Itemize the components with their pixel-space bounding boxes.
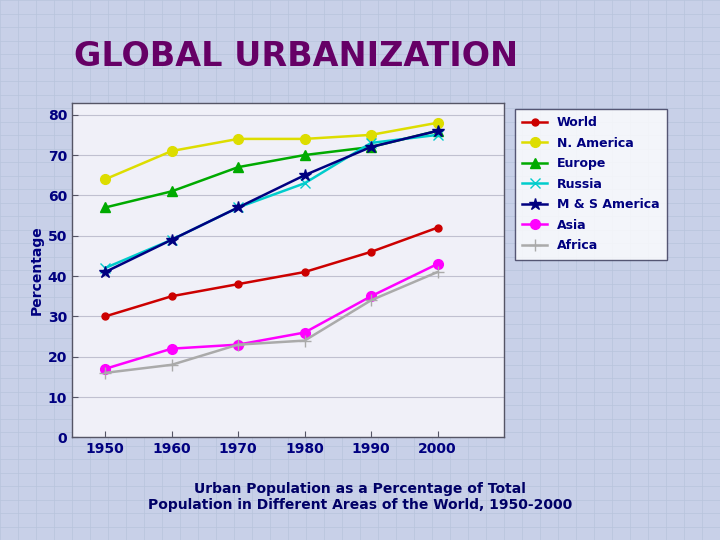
Line: World: World (102, 224, 441, 320)
Line: Russia: Russia (100, 130, 442, 273)
Line: Europe: Europe (100, 126, 442, 212)
Line: M & S America: M & S America (99, 125, 444, 278)
M & S America (366, 144, 375, 150)
Europe (300, 152, 309, 158)
Asia (234, 341, 243, 348)
N. America (101, 176, 109, 183)
World (101, 313, 109, 320)
Asia (101, 366, 109, 372)
Russia (167, 237, 176, 243)
M & S America (300, 172, 309, 178)
World (167, 293, 176, 300)
World (433, 225, 442, 231)
N. America (300, 136, 309, 142)
Africa (167, 362, 176, 368)
World (366, 248, 375, 255)
N. America (234, 136, 243, 142)
Europe (366, 144, 375, 150)
Y-axis label: Percentage: Percentage (30, 225, 44, 315)
Russia (433, 132, 442, 138)
Africa (433, 269, 442, 275)
Africa (366, 297, 375, 303)
Asia (433, 261, 442, 267)
M & S America (101, 269, 109, 275)
Text: GLOBAL URBANIZATION: GLOBAL URBANIZATION (74, 40, 518, 73)
Legend: World, N. America, Europe, Russia, M & S America, Asia, Africa: World, N. America, Europe, Russia, M & S… (515, 109, 667, 260)
Russia (234, 204, 243, 211)
Africa (300, 338, 309, 344)
World (234, 281, 243, 287)
Line: N. America: N. America (100, 118, 442, 184)
N. America (433, 119, 442, 126)
World (300, 269, 309, 275)
Russia (101, 265, 109, 271)
Europe (101, 204, 109, 211)
Africa (101, 369, 109, 376)
M & S America (234, 204, 243, 211)
Russia (300, 180, 309, 186)
M & S America (167, 237, 176, 243)
Africa (234, 341, 243, 348)
Line: Africa: Africa (99, 266, 443, 379)
Asia (300, 329, 309, 336)
M & S America (433, 127, 442, 134)
Text: Urban Population as a Percentage of Total
Population in Different Areas of the W: Urban Population as a Percentage of Tota… (148, 482, 572, 512)
Line: Asia: Asia (100, 259, 442, 374)
Asia (366, 293, 375, 300)
Asia (167, 346, 176, 352)
N. America (167, 148, 176, 154)
Russia (366, 140, 375, 146)
N. America (366, 132, 375, 138)
Europe (234, 164, 243, 171)
Europe (167, 188, 176, 194)
Europe (433, 127, 442, 134)
